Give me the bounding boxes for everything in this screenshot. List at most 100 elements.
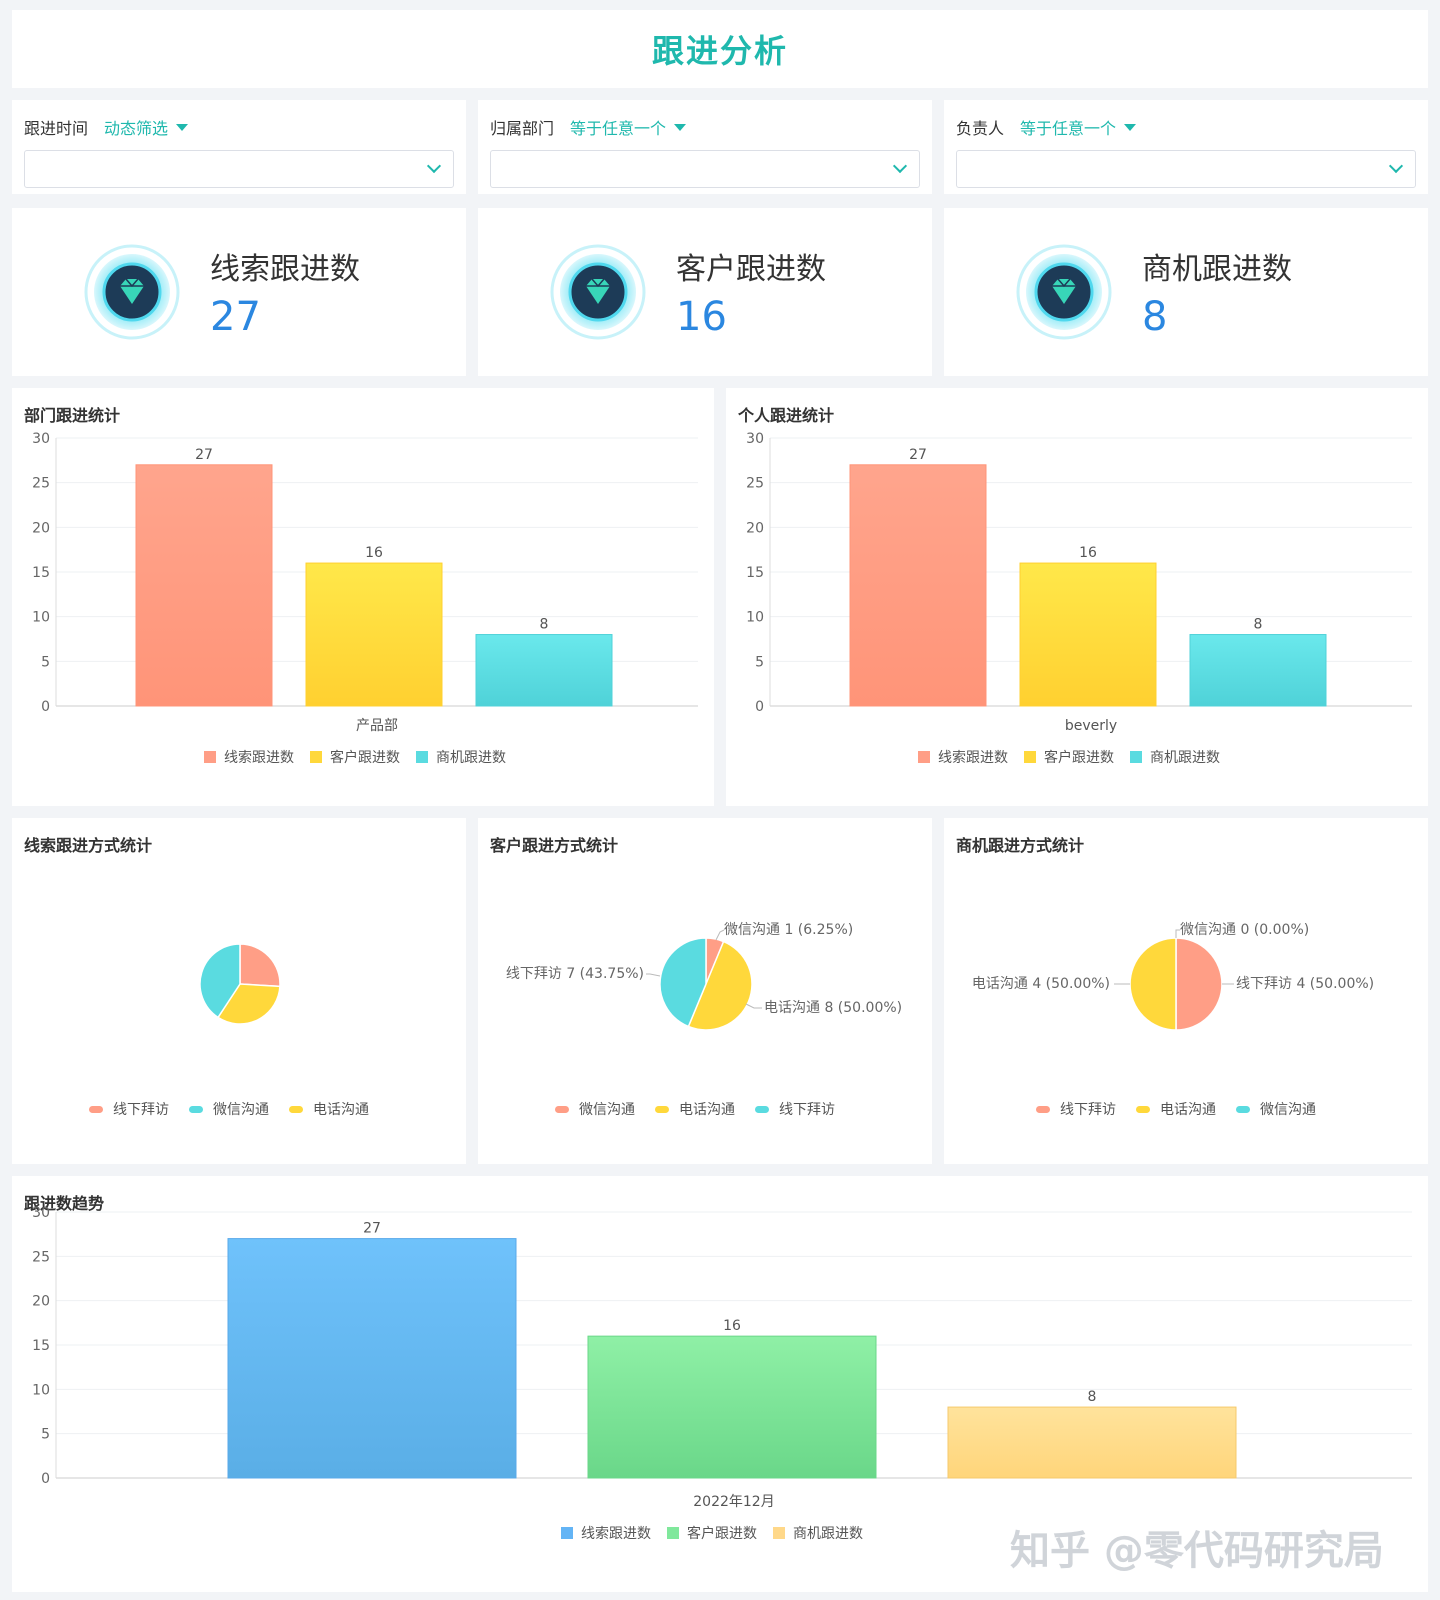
person-chart-panel: 个人跟进统计 0 5 10 15 20 25 30 27 16 8 beverly 线索跟进数 客户跟进…: [726, 388, 1428, 806]
bar-客户跟进数: [305, 562, 443, 707]
legend-swatch: [1136, 1106, 1150, 1113]
legend-label: 电话沟通: [313, 1102, 369, 1118]
legend-label: 线索跟进数: [581, 1525, 651, 1542]
caret-down-icon: [176, 123, 189, 131]
caret-down-icon: [674, 123, 687, 131]
bar-value-label: 16: [365, 545, 383, 561]
y-tick-label: 15: [32, 1338, 50, 1354]
filter-owner: 负责人 等于任意一个: [944, 100, 1428, 194]
x-category-label: 产品部: [356, 718, 398, 734]
legend-swatch: [773, 1527, 785, 1539]
y-tick-label: 20: [746, 520, 764, 536]
legend-swatch: [1024, 751, 1036, 763]
kpi-card-customers: 客户跟进数 16: [478, 208, 932, 376]
kpi-label: 商机跟进数: [1142, 252, 1292, 287]
diamond-icon: [84, 244, 180, 340]
kpi-value: 8: [1142, 294, 1168, 340]
caret-down-icon: [1124, 123, 1137, 131]
filter-mode-label: 动态筛选: [104, 119, 169, 138]
bar-线索跟进数: [227, 1238, 517, 1479]
y-tick-label: 20: [32, 1294, 50, 1310]
bar-商机跟进数: [1189, 634, 1327, 707]
bar-商机跟进数: [947, 1406, 1237, 1479]
legend-label: 商机跟进数: [793, 1526, 863, 1542]
pie-slice-电话沟通: [687, 940, 753, 1031]
y-tick-label: 10: [32, 610, 50, 626]
kpi-value: 27: [210, 294, 261, 340]
pie-label: 线下拜访 4 (50.00%): [1236, 976, 1374, 992]
lead-pie-panel: 线索跟进方式统计 线下拜访 微信沟通 电话沟通: [12, 818, 466, 1164]
y-tick-label: 15: [746, 565, 764, 581]
legend-swatch: [918, 751, 930, 763]
legend-swatch: [416, 751, 428, 763]
y-tick-label: 0: [41, 699, 50, 715]
opportunity-pie-panel: 商机跟进方式统计 微信沟通 0 (0.00%) 线下拜访 4 (50.00%) 电话…: [944, 818, 1428, 1164]
legend-label: 线下拜访: [113, 1102, 169, 1118]
icon-ring: [550, 244, 646, 340]
filter-select[interactable]: [24, 150, 454, 188]
legend-label: 线下拜访: [779, 1102, 835, 1118]
chevron-down-icon: [1388, 158, 1404, 174]
legend-swatch: [310, 751, 322, 763]
legend-swatch: [1236, 1106, 1250, 1113]
pie-label: 微信沟通 1 (6.25%): [724, 922, 853, 938]
legend-label: 微信沟通: [213, 1102, 269, 1118]
chart-title: 跟进数趋势: [24, 1194, 105, 1213]
pie-label: 电话沟通 8 (50.00%): [764, 1000, 902, 1016]
gem-facet: [591, 278, 605, 288]
y-tick-label: 10: [746, 610, 764, 626]
y-tick-label: 0: [755, 699, 764, 715]
legend-swatch: [655, 1106, 669, 1113]
kpi-card-opportunities: 商机跟进数 8: [944, 208, 1428, 376]
filter-select[interactable]: [490, 150, 920, 188]
filter-mode-dropdown[interactable]: 等于任意一个: [570, 115, 687, 139]
legend-label: 商机跟进数: [436, 750, 506, 766]
legend-swatch: [289, 1106, 303, 1113]
diamond-icon: [1016, 244, 1112, 340]
y-tick-label: 10: [32, 1382, 50, 1398]
filter-mode-dropdown[interactable]: 等于任意一个: [1020, 115, 1137, 139]
legend-label: 线索跟进数: [224, 749, 294, 766]
y-tick-label: 5: [41, 654, 50, 670]
icon-ring: [1016, 244, 1112, 340]
bar-value-label: 27: [909, 447, 927, 463]
chevron-down-icon: [892, 158, 908, 174]
x-category-label: beverly: [1065, 718, 1117, 734]
legend-label: 客户跟进数: [330, 749, 400, 766]
kpi-value: 16: [676, 294, 727, 340]
legend-swatch: [561, 1527, 573, 1539]
legend-label: 客户跟进数: [1044, 749, 1114, 766]
legend-label: 微信沟通: [1260, 1102, 1316, 1118]
filter-mode-dropdown[interactable]: 动态筛选: [104, 115, 189, 139]
bar-value-label: 8: [1088, 1389, 1097, 1405]
chart-title: 个人跟进统计: [738, 406, 835, 425]
chevron-down-icon: [426, 158, 442, 174]
legend-label: 微信沟通: [579, 1102, 635, 1118]
y-tick-label: 30: [746, 431, 764, 447]
y-tick-label: 0: [41, 1471, 50, 1487]
filter-department: 归属部门 等于任意一个: [478, 100, 932, 194]
person-bar-chart: 0 5 10 15 20 25 30 27 16 8 beverly 线索跟进数 客户跟进数 商机跟进数: [746, 431, 1412, 766]
legend-label: 商机跟进数: [1150, 750, 1220, 766]
pie-label-line: [715, 929, 725, 941]
bar-线索跟进数: [849, 464, 987, 707]
kpi-label: 线索跟进数: [210, 252, 360, 287]
legend-label: 电话沟通: [679, 1102, 735, 1118]
legend-swatch: [204, 751, 216, 763]
bar-value-label: 27: [363, 1221, 381, 1237]
y-tick-label: 5: [41, 1427, 50, 1443]
pie-slice-线下拜访: [659, 937, 707, 1028]
customer-pie-panel: 客户跟进方式统计 微信沟通 1 (6.25%) 电话沟通 8 (50.00%) 线下…: [478, 818, 932, 1164]
y-tick-label: 15: [32, 565, 50, 581]
filter-follow-time: 跟进时间 动态筛选: [12, 100, 466, 194]
trend-chart-panel: 跟进数趋势 0 5 10 15 20 25 30 27 16 8 2022年12月 线索跟进数 客户跟进…: [12, 1176, 1428, 1592]
opportunity-pie-chart: 微信沟通 0 (0.00%) 线下拜访 4 (50.00%) 电话沟通 4 (50.…: [972, 922, 1374, 1118]
kpi-label: 客户跟进数: [676, 252, 826, 287]
legend-swatch: [89, 1106, 103, 1113]
bar-客户跟进数: [1019, 562, 1157, 707]
legend-swatch: [667, 1527, 679, 1539]
pie-label: 电话沟通 4 (50.00%): [972, 976, 1110, 992]
filter-select[interactable]: [956, 150, 1416, 188]
gem-facet: [125, 278, 139, 288]
